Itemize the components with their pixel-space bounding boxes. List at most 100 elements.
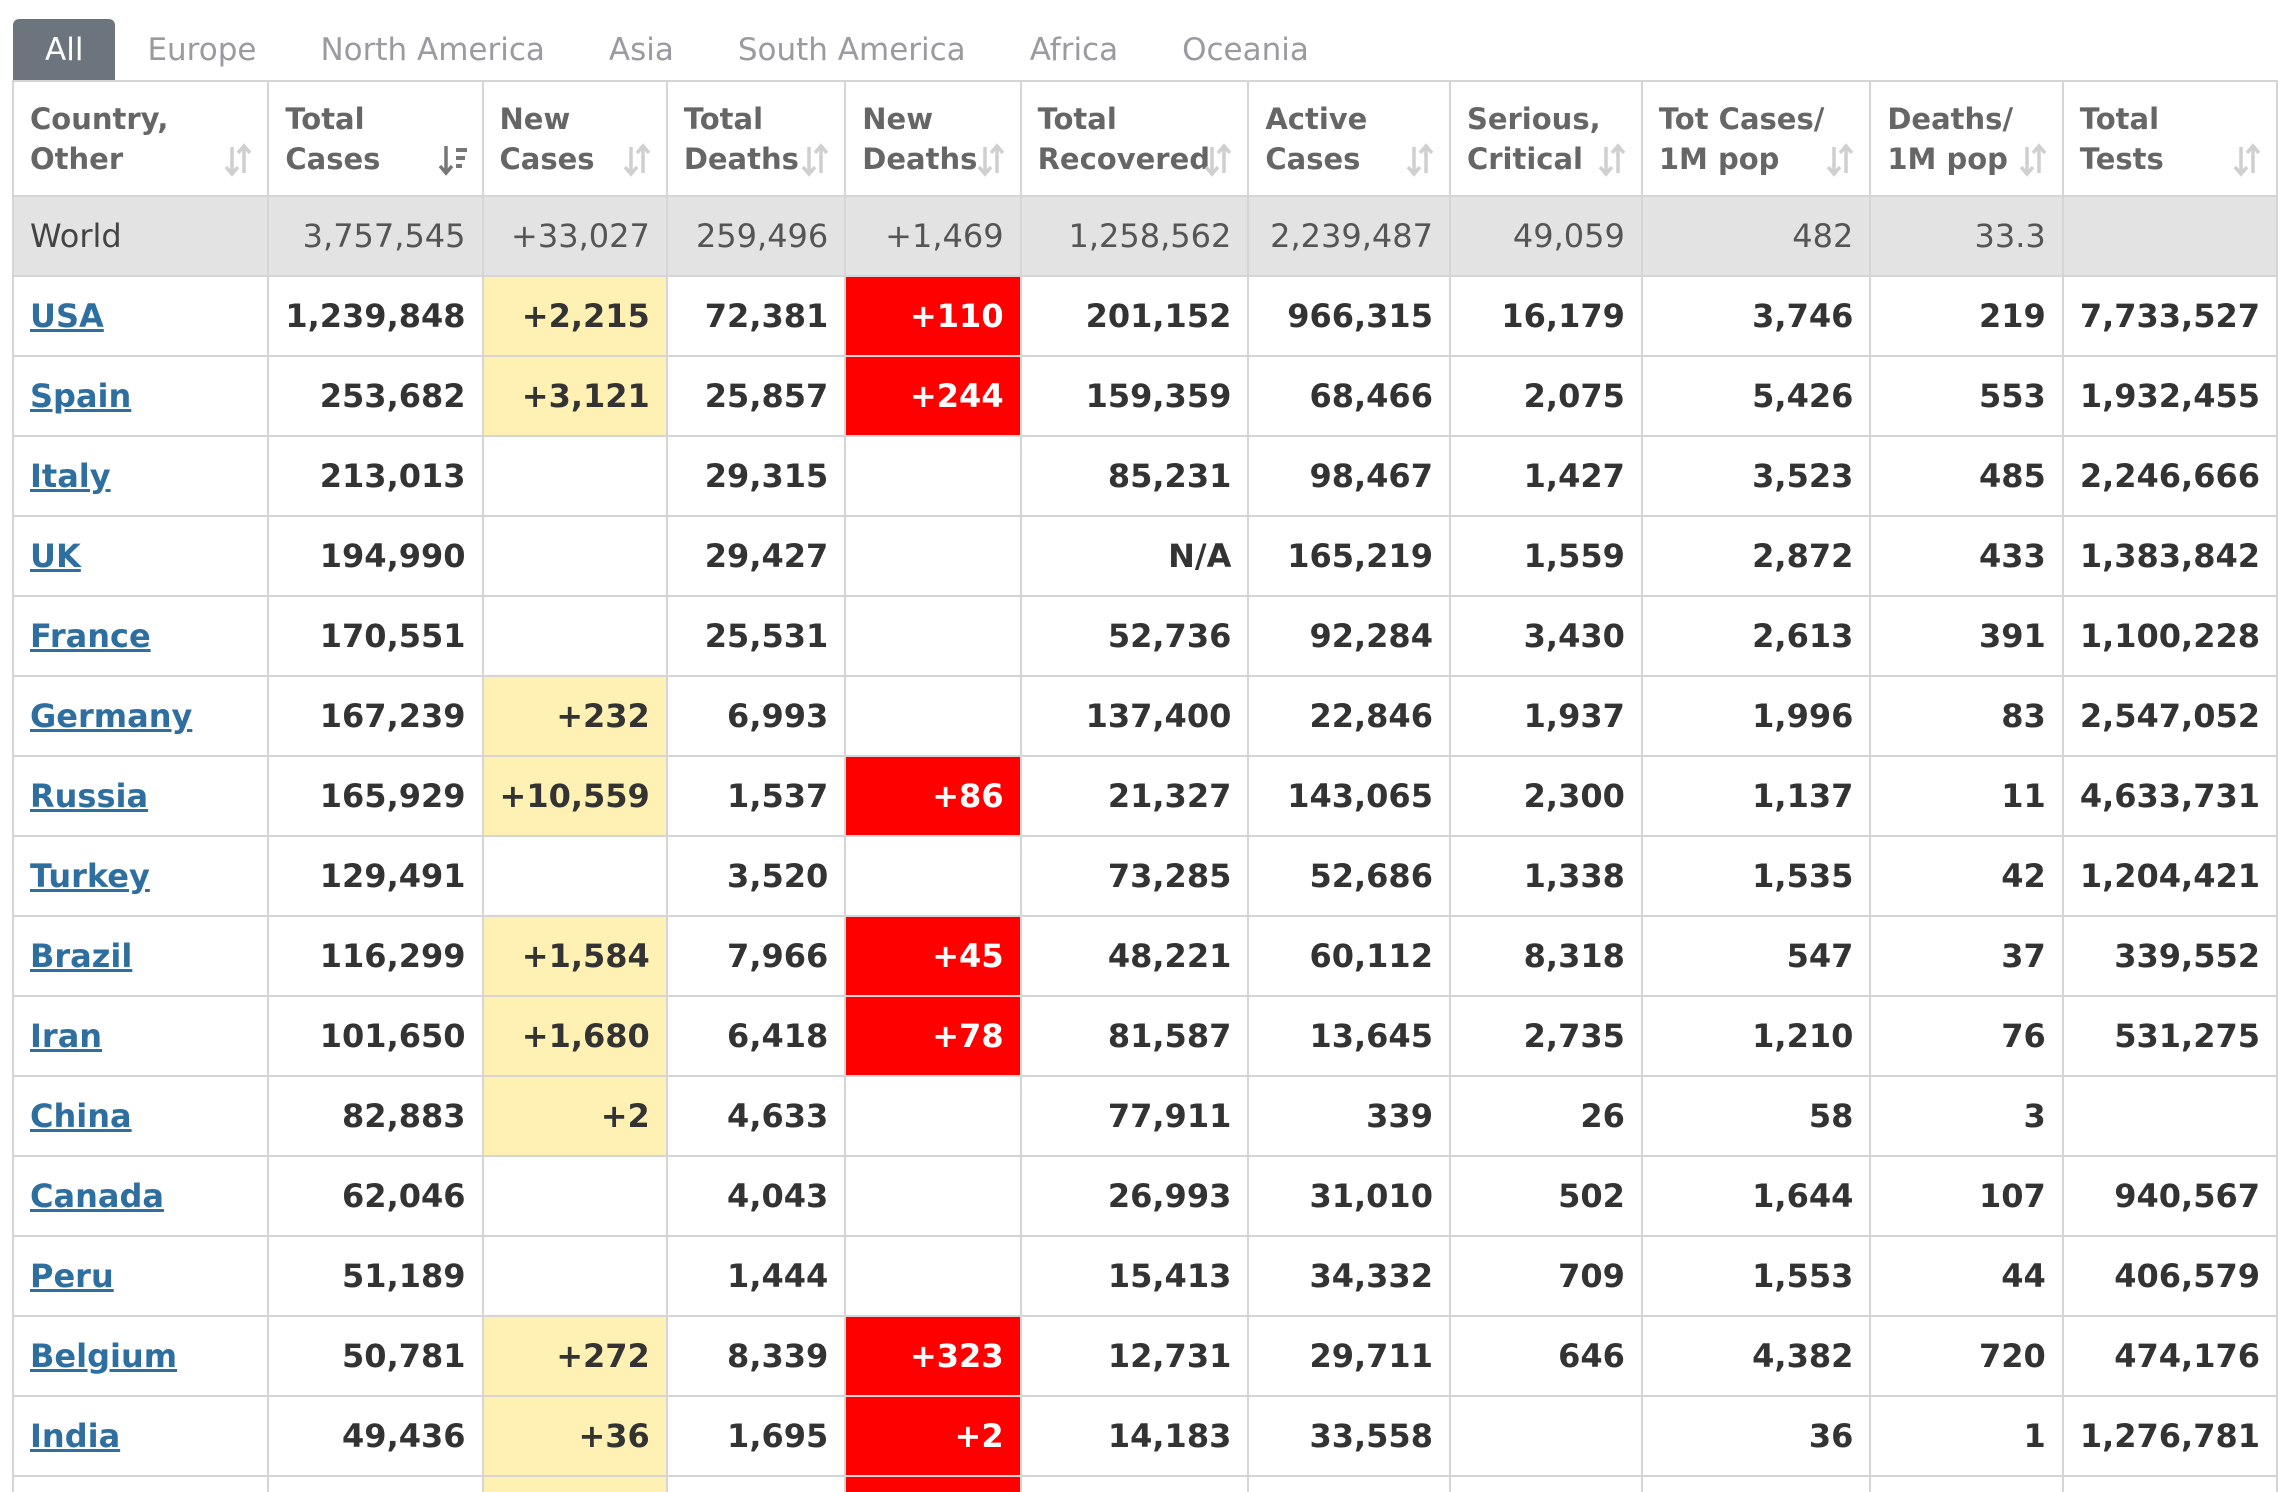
stats-table: Country, Other Total Cases New Cases Total Deat… <box>11 80 2278 1492</box>
header-new-cases[interactable]: New Cases <box>481 80 668 197</box>
cell-total-recovered: 14,183 <box>1019 1395 1250 1477</box>
cell-country: USA <box>11 275 270 357</box>
country-link[interactable]: China <box>30 1097 132 1135</box>
header-label-line1: Total <box>2079 101 2160 136</box>
cell-serious-critical <box>1448 1395 1643 1477</box>
sort-both-icon[interactable] <box>976 143 1006 177</box>
cell-total-cases: 50,781 <box>267 1315 484 1397</box>
cell-total-cases: 116,299 <box>267 915 484 997</box>
cell-total-deaths: 25,531 <box>665 595 847 677</box>
sort-both-icon[interactable] <box>1405 143 1435 177</box>
country-link[interactable]: France <box>30 617 151 655</box>
country-link[interactable]: Brazil <box>30 937 133 975</box>
cell-active-cases: 68,466 <box>1247 355 1451 437</box>
cell-active-cases: 52,686 <box>1247 835 1451 917</box>
cell-total-recovered: 85,231 <box>1019 435 1250 517</box>
sort-both-icon[interactable] <box>800 143 830 177</box>
cell-new-cases: +3,121 <box>481 355 668 437</box>
cell-new-deaths <box>844 595 1022 677</box>
country-link[interactable]: Russia <box>30 777 149 815</box>
tab-europe[interactable]: Europe <box>147 32 257 68</box>
cell-tot-cases-per-1m: 2,613 <box>1640 595 1872 677</box>
country-link[interactable]: UK <box>30 537 81 575</box>
sort-both-icon[interactable] <box>1825 143 1855 177</box>
country-link[interactable]: Turkey <box>30 857 150 895</box>
cell-total-tests: 2,246,666 <box>2061 435 2278 517</box>
country-link[interactable]: Iran <box>30 1017 103 1055</box>
cell-serious-critical: 49,059 <box>1448 195 1643 277</box>
header-label-line1: Active <box>1265 101 1368 136</box>
cell-new-deaths: +110 <box>844 275 1022 357</box>
cell-country: World <box>11 195 270 277</box>
header-label-line1: New <box>862 101 933 136</box>
cell-total-recovered: 81,587 <box>1019 995 1250 1077</box>
cell-country: Germany <box>11 675 270 757</box>
cell-total-deaths: 5,204 <box>665 1475 847 1492</box>
tab-north-america[interactable]: North America <box>320 32 545 68</box>
cell-new-deaths: +323 <box>844 1315 1022 1397</box>
cell-total-cases: 101,650 <box>267 995 484 1077</box>
country-link[interactable]: Peru <box>30 1257 114 1295</box>
cell-total-tests: 1,204,421 <box>2061 835 2278 917</box>
tab-all[interactable]: All <box>13 19 116 81</box>
country-link[interactable]: Canada <box>30 1177 164 1215</box>
cell-serious-critical: 1,559 <box>1448 515 1643 597</box>
country-link[interactable]: Germany <box>30 697 193 735</box>
cell-tot-cases-per-1m: 547 <box>1640 915 1872 997</box>
header-total-recovered[interactable]: Total Recovered <box>1019 80 1250 197</box>
country-link[interactable]: Belgium <box>30 1337 178 1375</box>
cell-total-deaths: 259,496 <box>665 195 847 277</box>
country-link[interactable]: India <box>30 1417 121 1455</box>
cell-tot-cases-per-1m: 5,426 <box>1640 355 1872 437</box>
sort-both-icon[interactable] <box>1597 143 1627 177</box>
header-country[interactable]: Country, Other <box>11 80 270 197</box>
stats-table-wrapper[interactable]: Country, Other Total Cases New Cases Total Deat… <box>11 80 2278 1492</box>
cell-total-recovered: 159,359 <box>1019 355 1250 437</box>
country-link[interactable]: USA <box>30 297 104 335</box>
header-total-deaths[interactable]: Total Deaths <box>665 80 847 197</box>
country-link[interactable]: Italy <box>30 457 111 495</box>
cell-tot-cases-per-1m: 1,137 <box>1640 755 1872 837</box>
sort-both-icon[interactable] <box>2018 143 2048 177</box>
table-row: Canada 62,046 4,043 26,993 31,010 502 1,644 107… <box>11 1155 2278 1237</box>
cell-serious-critical: 2,300 <box>1448 755 1643 837</box>
table-row: Iran 101,650 +1,680 6,418 +78 81,587 13,645 2,7… <box>11 995 2278 1077</box>
sort-desc-icon[interactable] <box>438 143 468 177</box>
header-total-cases[interactable]: Total Cases <box>267 80 484 197</box>
sort-both-icon[interactable] <box>223 143 253 177</box>
cell-total-recovered: N/A <box>1019 515 1250 597</box>
tab-south-america[interactable]: South America <box>737 32 966 68</box>
cell-tot-cases-per-1m: 482 <box>1640 195 1872 277</box>
header-serious-critical[interactable]: Serious, Critical <box>1448 80 1643 197</box>
header-tot-cases-per-1m[interactable]: Tot Cases/1M pop <box>1640 80 1872 197</box>
header-deaths-per-1m[interactable]: Deaths/1M pop <box>1869 80 2064 197</box>
sort-both-icon[interactable] <box>2232 143 2262 177</box>
cell-new-deaths <box>844 675 1022 757</box>
cell-total-cases: 165,929 <box>267 755 484 837</box>
cell-active-cases: 13,645 <box>1247 995 1451 1077</box>
header-active-cases[interactable]: Active Cases <box>1247 80 1451 197</box>
cell-total-deaths: 7,966 <box>665 915 847 997</box>
tab-africa[interactable]: Africa <box>1029 32 1119 68</box>
table-row: India 49,436 +36 1,695 +2 14,183 33,558 36 1 1,27… <box>11 1395 2278 1477</box>
cell-country: Netherlands <box>11 1475 270 1492</box>
table-row: UK 194,990 29,427 N/A 165,219 1,559 2,872 433 1,… <box>11 515 2278 597</box>
header-new-deaths[interactable]: New Deaths <box>844 80 1022 197</box>
tab-asia[interactable]: Asia <box>608 32 674 68</box>
header-total-tests[interactable]: Total Tests <box>2061 80 2278 197</box>
cell-total-deaths: 1,444 <box>665 1235 847 1317</box>
tab-oceania[interactable]: Oceania <box>1182 32 1309 68</box>
cell-total-deaths: 4,633 <box>665 1075 847 1157</box>
cell-total-deaths: 29,315 <box>665 435 847 517</box>
cell-deaths-per-1m: 37 <box>1869 915 2064 997</box>
cell-deaths-per-1m: 391 <box>1869 595 2064 677</box>
cell-serious-critical: 1,338 <box>1448 835 1643 917</box>
cell-serious-critical: 709 <box>1448 1235 1643 1317</box>
cell-new-deaths <box>844 835 1022 917</box>
cell-total-tests: 2,547,052 <box>2061 675 2278 757</box>
sort-both-icon[interactable] <box>1203 143 1233 177</box>
cell-total-cases: 82,883 <box>267 1075 484 1157</box>
cell-total-cases: 3,757,545 <box>267 195 484 277</box>
sort-both-icon[interactable] <box>622 143 652 177</box>
country-link[interactable]: Spain <box>30 377 132 415</box>
